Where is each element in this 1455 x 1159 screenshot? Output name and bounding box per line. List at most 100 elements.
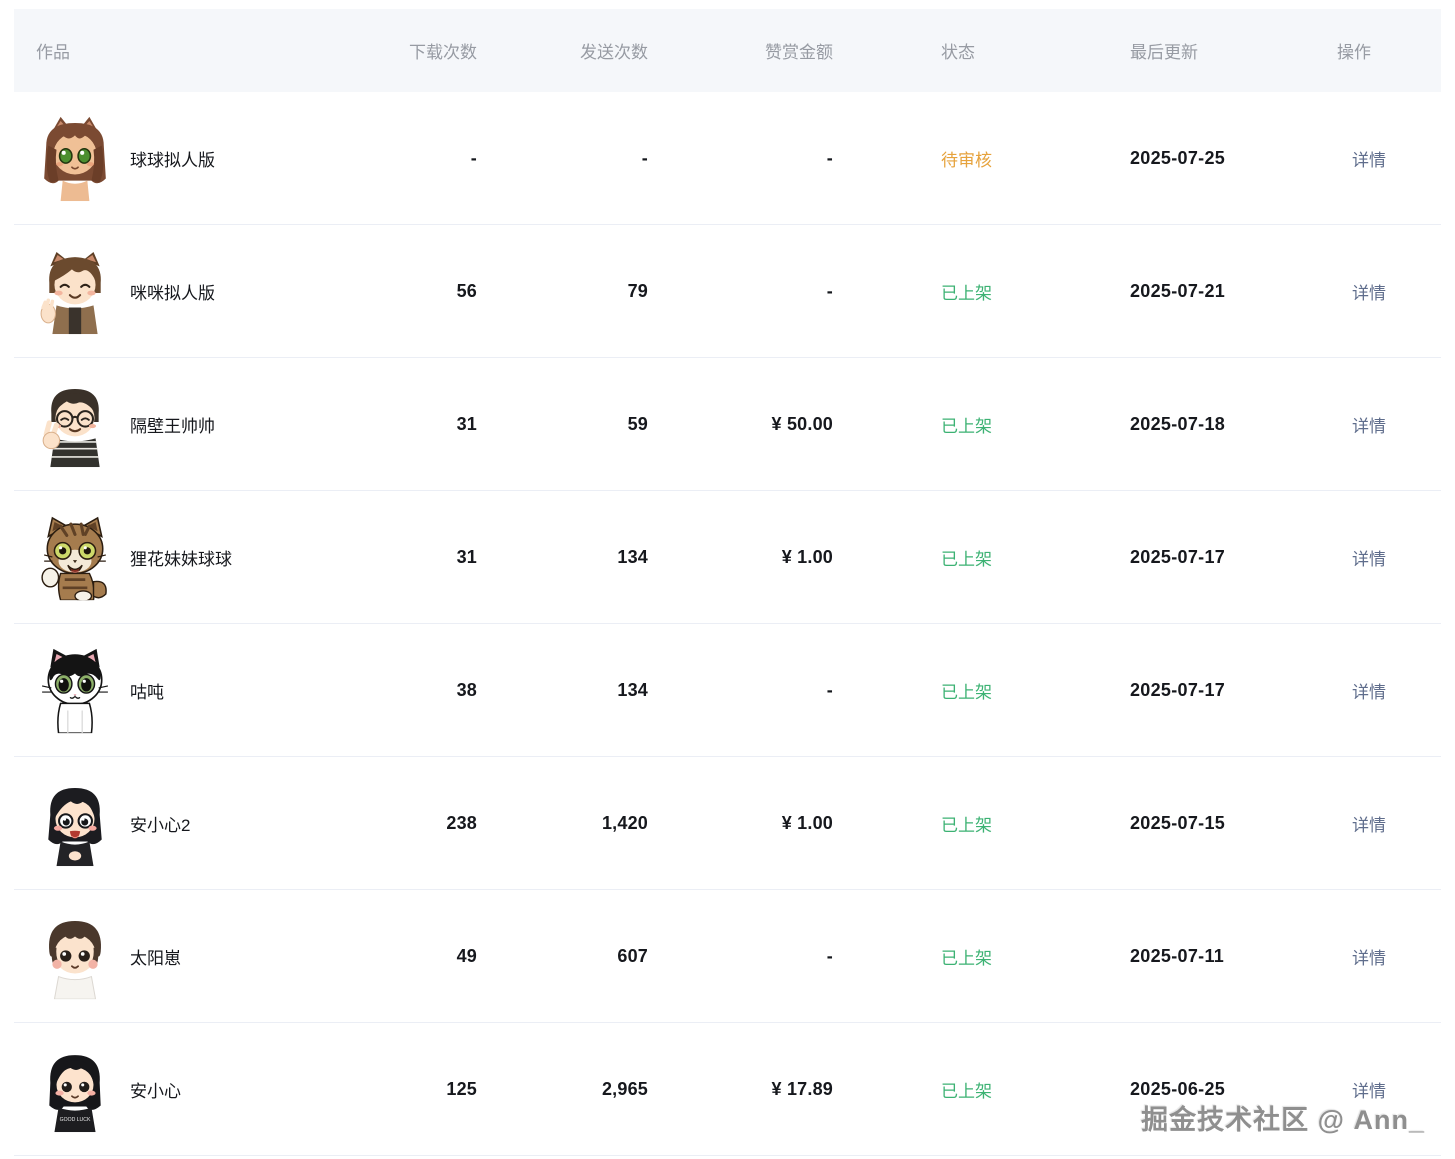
artwork-name: 咪咪拟人版	[130, 283, 215, 303]
table-row: 咪咪拟人版 56 79 - 已上架 2025-07-21 详情	[14, 225, 1441, 358]
downloads-cell: 49	[456, 945, 477, 966]
work-cell: 隔壁王帅帅	[14, 380, 374, 468]
artwork-name: 安小心2	[130, 815, 191, 835]
action-cell: 详情	[1337, 944, 1441, 969]
status-badge: 已上架	[941, 549, 992, 569]
artwork-avatar	[38, 247, 112, 335]
last-updated-cell: 2025-07-11	[1130, 945, 1225, 966]
status-badge: 已上架	[941, 948, 992, 968]
action-cell: 详情	[1337, 678, 1441, 703]
status-badge: 已上架	[941, 815, 992, 835]
downloads-cell: 125	[446, 1078, 477, 1099]
work-cell: 咪咪拟人版	[14, 247, 374, 335]
tips-cell: -	[826, 147, 833, 168]
sends-cell: 134	[617, 679, 648, 700]
action-cell: 详情	[1337, 412, 1441, 437]
last-updated-cell: 2025-06-25	[1130, 1078, 1226, 1099]
detail-link[interactable]: 详情	[1352, 150, 1386, 170]
downloads-cell: 38	[456, 679, 477, 700]
work-cell: 球球拟人版	[14, 114, 374, 202]
artwork-name: 咕吨	[130, 682, 164, 702]
action-cell: 详情	[1337, 545, 1441, 570]
artwork-avatar	[38, 912, 112, 1000]
col-header-updated: 最后更新	[1130, 43, 1198, 62]
status-cell: 已上架	[833, 678, 1130, 703]
work-cell: 太阳崽	[14, 912, 374, 1000]
watermark: 掘金技术社区 @ Ann_	[1141, 1105, 1425, 1135]
detail-link[interactable]: 详情	[1352, 682, 1386, 702]
artwork-avatar	[38, 1045, 112, 1133]
status-cell: 已上架	[833, 279, 1130, 304]
downloads-cell: 238	[446, 812, 477, 833]
artwork-avatar	[38, 513, 112, 601]
detail-link[interactable]: 详情	[1352, 1081, 1386, 1101]
tips-cell: ¥ 1.00	[781, 812, 833, 833]
sends-cell: 2,965	[601, 1078, 648, 1099]
last-updated-cell: 2025-07-25	[1130, 147, 1226, 168]
detail-link[interactable]: 详情	[1352, 815, 1386, 835]
table-header: 作品 下载次数 发送次数 赞赏金额 状态 最后更新 操作	[14, 9, 1441, 92]
works-table: 作品 下载次数 发送次数 赞赏金额 状态 最后更新 操作 球球拟人版 - - -…	[14, 9, 1441, 1156]
table-row: 安小心 125 2,965 ¥ 17.89 已上架 2025-06-25 详情	[14, 1023, 1441, 1156]
artwork-name: 隔壁王帅帅	[130, 416, 215, 436]
status-cell: 已上架	[833, 412, 1130, 437]
status-badge: 已上架	[941, 416, 992, 436]
status-badge: 已上架	[941, 1081, 992, 1101]
table-row: 球球拟人版 - - - 待审核 2025-07-25 详情	[14, 92, 1441, 225]
sends-cell: 1,420	[601, 812, 648, 833]
sends-cell: -	[641, 147, 648, 168]
last-updated-cell: 2025-07-21	[1130, 280, 1226, 301]
work-cell: 咕吨	[14, 646, 374, 734]
artwork-avatar	[38, 114, 112, 202]
downloads-cell: 31	[456, 413, 477, 434]
col-header-sends: 发送次数	[580, 43, 648, 62]
tips-cell: ¥ 1.00	[781, 546, 833, 567]
sends-cell: 134	[617, 546, 648, 567]
detail-link[interactable]: 详情	[1352, 549, 1386, 569]
tips-cell: -	[826, 945, 833, 966]
action-cell: 详情	[1337, 811, 1441, 836]
action-cell: 详情	[1337, 279, 1441, 304]
artwork-name: 狸花妹妹球球	[130, 549, 232, 569]
work-cell: 安小心2	[14, 779, 374, 867]
work-cell: 狸花妹妹球球	[14, 513, 374, 601]
last-updated-cell: 2025-07-17	[1130, 679, 1226, 700]
sends-cell: 79	[627, 280, 648, 301]
status-badge: 已上架	[941, 682, 992, 702]
sends-cell: 607	[617, 945, 648, 966]
table-row: 太阳崽 49 607 - 已上架 2025-07-11 详情	[14, 890, 1441, 1023]
action-cell: 详情	[1337, 146, 1441, 171]
tips-cell: -	[826, 280, 833, 301]
downloads-cell: -	[470, 147, 477, 168]
status-cell: 已上架	[833, 1077, 1130, 1102]
downloads-cell: 56	[456, 280, 477, 301]
table-body: 球球拟人版 - - - 待审核 2025-07-25 详情 咪咪拟人版 56 7…	[14, 92, 1441, 1156]
downloads-cell: 31	[456, 546, 477, 567]
artwork-name: 太阳崽	[130, 948, 181, 968]
tips-cell: ¥ 50.00	[771, 413, 833, 434]
tips-cell: ¥ 17.89	[771, 1078, 833, 1099]
work-cell: 安小心	[14, 1045, 374, 1133]
col-header-status: 状态	[941, 43, 975, 62]
artwork-name: 球球拟人版	[130, 150, 215, 170]
action-cell: 详情	[1337, 1077, 1441, 1102]
artwork-avatar	[38, 380, 112, 468]
col-header-work: 作品	[36, 43, 70, 62]
col-header-action: 操作	[1337, 43, 1371, 62]
table-row: 狸花妹妹球球 31 134 ¥ 1.00 已上架 2025-07-17 详情	[14, 491, 1441, 624]
artwork-avatar	[38, 646, 112, 734]
table-row: 安小心2 238 1,420 ¥ 1.00 已上架 2025-07-15 详情	[14, 757, 1441, 890]
last-updated-cell: 2025-07-18	[1130, 413, 1226, 434]
detail-link[interactable]: 详情	[1352, 416, 1386, 436]
col-header-tips: 赞赏金额	[765, 43, 833, 62]
tips-cell: -	[826, 679, 833, 700]
table-row: 咕吨 38 134 - 已上架 2025-07-17 详情	[14, 624, 1441, 757]
status-cell: 待审核	[833, 146, 1130, 171]
status-cell: 已上架	[833, 944, 1130, 969]
status-badge: 待审核	[941, 150, 992, 170]
status-badge: 已上架	[941, 283, 992, 303]
detail-link[interactable]: 详情	[1352, 948, 1386, 968]
table-row: 隔壁王帅帅 31 59 ¥ 50.00 已上架 2025-07-18 详情	[14, 358, 1441, 491]
detail-link[interactable]: 详情	[1352, 283, 1386, 303]
artwork-avatar	[38, 779, 112, 867]
